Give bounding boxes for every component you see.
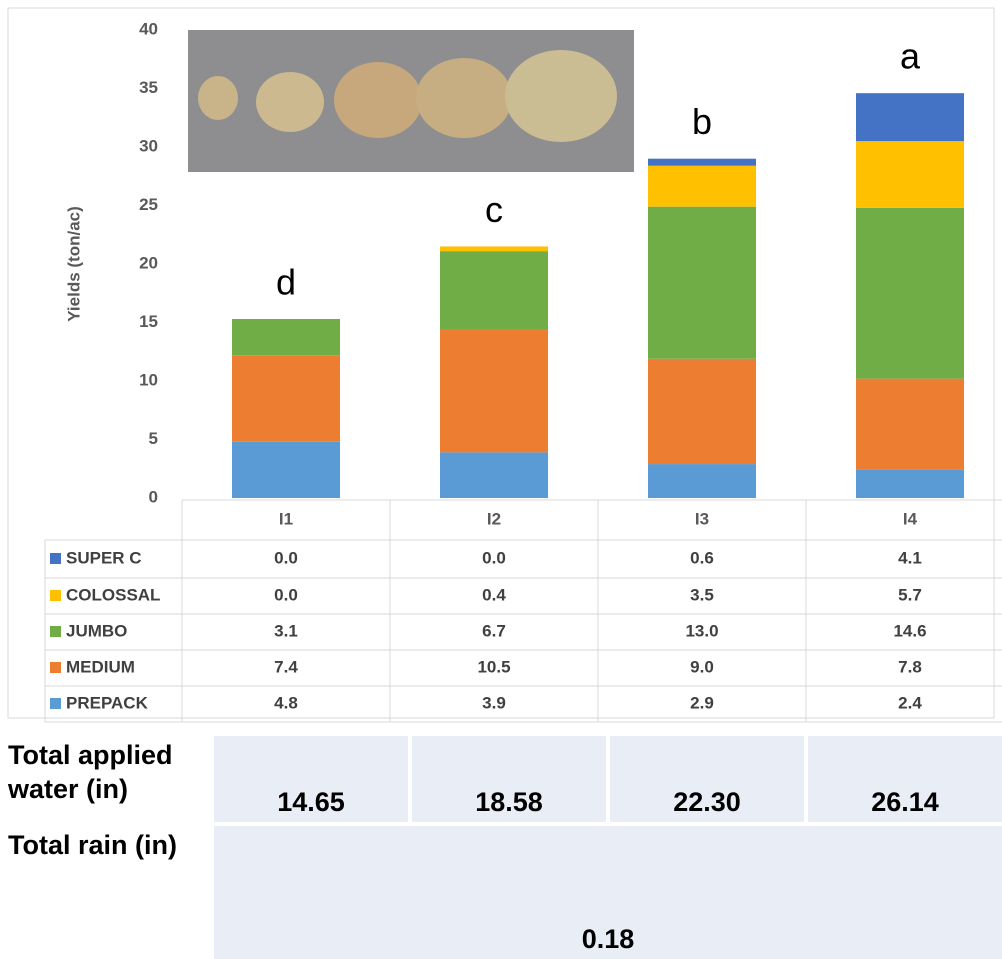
chart: Yields (ton/ac) 0 5 10 15 20 25 30 35 40 d c b a I1 I2… (7, 7, 1002, 723)
legend-label: MEDIUM (66, 657, 135, 676)
data-label: 2.9 (690, 693, 714, 712)
bar-segment (440, 246, 548, 252)
data-label: 9.0 (690, 657, 714, 676)
x-tick-label: I1 (279, 509, 293, 528)
data-label: 4.8 (274, 693, 298, 712)
data-label: 0.0 (274, 548, 298, 567)
bar-segment (648, 206, 756, 359)
data-label: 4.1 (898, 548, 922, 567)
bar-segment (440, 452, 548, 498)
legend-label: PREPACK (66, 693, 149, 712)
data-label: 5.7 (898, 585, 922, 604)
legend-swatch (50, 553, 61, 564)
cell: 14.65 (214, 736, 408, 822)
onion-photo (188, 30, 634, 172)
bar-segment (856, 93, 964, 142)
bar-segment (856, 141, 964, 208)
bar-annotation: b (692, 101, 712, 142)
data-label: 7.4 (274, 657, 298, 676)
chart-border (7, 7, 995, 719)
y-tick-label: 5 (149, 429, 158, 448)
y-tick-label: 15 (139, 312, 158, 331)
legend-swatch (50, 698, 61, 709)
bar-segment (232, 355, 340, 442)
y-tick-label: 10 (139, 370, 158, 389)
bar-segment (648, 158, 756, 166)
y-tick-label: 0 (149, 487, 158, 506)
bar-segment (648, 165, 756, 207)
bar-segment (440, 251, 548, 330)
x-tick-label: I4 (903, 509, 918, 528)
data-label: 14.6 (893, 621, 926, 640)
water-table: Total applied water (in) 14.65 18.58 22.… (8, 736, 1002, 959)
row-label: Total rain (in) (8, 826, 210, 959)
bar-segment (856, 469, 964, 498)
bar-segment (232, 318, 340, 356)
y-tick-label: 25 (139, 195, 158, 214)
data-label: 3.9 (482, 693, 506, 712)
data-label: 6.7 (482, 621, 506, 640)
y-tick-label: 20 (139, 253, 158, 272)
bar-segment (856, 207, 964, 379)
legend-swatch (50, 626, 61, 637)
data-label: 0.0 (482, 548, 506, 567)
cell: 26.14 (808, 736, 1002, 822)
data-label: 2.4 (898, 693, 922, 712)
bar-segment (648, 358, 756, 465)
data-label: 0.4 (482, 585, 506, 604)
y-tick-label: 35 (139, 78, 158, 97)
bar-segment (648, 464, 756, 498)
cell: 0.18 (214, 826, 1002, 959)
row-label: Total applied water (in) (8, 736, 210, 822)
y-tick-label: 30 (139, 136, 158, 155)
cell: 18.58 (412, 736, 606, 822)
bar-annotation: c (485, 189, 503, 230)
data-label: 0.6 (690, 548, 714, 567)
data-label: 3.5 (690, 585, 714, 604)
legend-label: COLOSSAL (66, 585, 160, 604)
data-label: 13.0 (685, 621, 718, 640)
x-tick-label: I3 (695, 509, 709, 528)
bar-annotation: d (276, 262, 296, 303)
y-axis-label: Yields (ton/ac) (64, 206, 83, 322)
data-label: 3.1 (274, 621, 298, 640)
data-label: 7.8 (898, 657, 922, 676)
cell: 22.30 (610, 736, 804, 822)
bar-segment (440, 329, 548, 453)
data-label: 0.0 (274, 585, 298, 604)
legend-swatch (50, 590, 61, 601)
bar-annotation: a (900, 36, 921, 77)
x-tick-label: I2 (487, 509, 501, 528)
legend-label: JUMBO (66, 621, 127, 640)
legend-label: SUPER C (66, 548, 142, 567)
bar-segment (856, 378, 964, 470)
data-label: 10.5 (477, 657, 510, 676)
bar-segment (232, 441, 340, 498)
legend-swatch (50, 662, 61, 673)
y-tick-label: 40 (139, 19, 158, 38)
